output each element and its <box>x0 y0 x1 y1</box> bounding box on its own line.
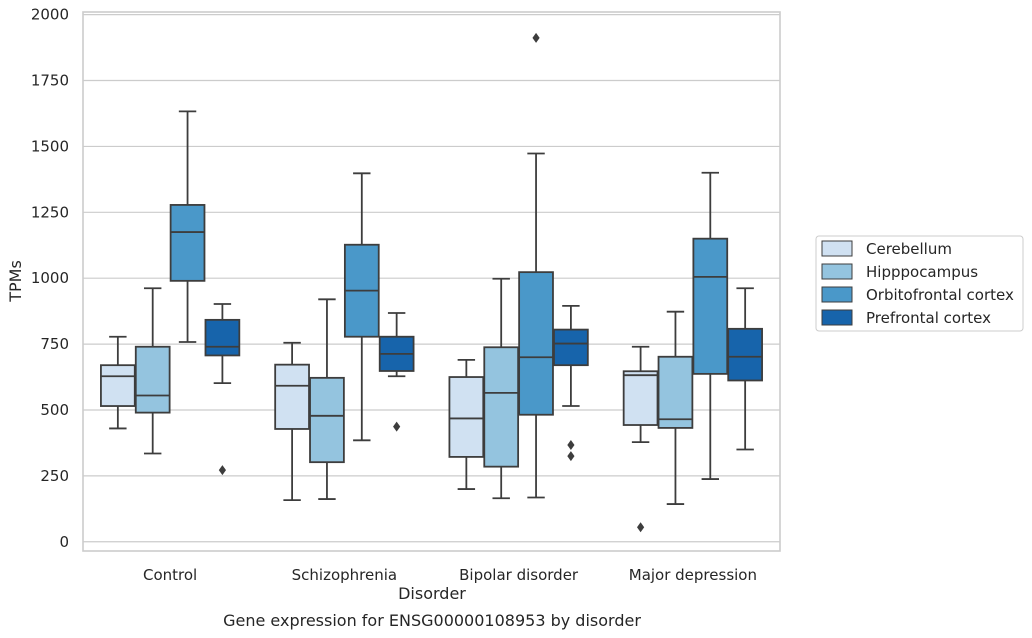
plot-frame <box>82 11 781 552</box>
legend-items: Cerebellum Hipppocampus Orbitofrontal cort… <box>821 240 1014 327</box>
x-tick-label-2: Bipolar disorder <box>459 566 579 584</box>
box-body <box>518 271 554 416</box>
box-body <box>692 237 729 375</box>
outlier-point-0 <box>393 421 401 432</box>
outlier-point-0 <box>637 522 645 533</box>
y-tick-label-1250: 1250 <box>31 203 69 221</box>
legend-label-0: Cerebellum <box>866 240 952 258</box>
legend-label-3: Prefrontal cortex <box>866 309 991 327</box>
box-orbitofrontal-cortex-3 <box>692 171 729 480</box>
box-prefrontal-cortex-2 <box>553 304 589 462</box>
legend-swatch-2 <box>821 286 853 303</box>
y-tick-label-750: 750 <box>40 335 69 353</box>
y-tick-label-1000: 1000 <box>31 269 69 287</box>
box-body <box>448 376 485 458</box>
box-body <box>204 318 241 357</box>
box-body <box>727 327 763 382</box>
box-hipppocampus-1 <box>309 298 345 500</box>
y-gridlines <box>83 14 780 543</box>
box-body <box>622 370 659 426</box>
x-tick-label-0: Control <box>143 566 197 584</box>
box-body <box>309 376 345 464</box>
box-cerebellum-3 <box>622 345 659 533</box>
outlier-point-0 <box>218 465 226 476</box>
box-body <box>134 345 171 414</box>
legend-frame <box>815 235 1024 332</box>
y-tick-label-2000: 2000 <box>31 6 69 24</box>
box-prefrontal-cortex-3 <box>727 287 763 451</box>
box-orbitofrontal-cortex-2 <box>518 32 554 499</box>
box-body <box>169 204 206 282</box>
outlier-point-0 <box>532 32 540 43</box>
box-prefrontal-cortex-0 <box>204 303 241 476</box>
box-body <box>657 355 694 429</box>
legend-label-2: Orbitofrontal cortex <box>866 286 1014 304</box>
box-hipppocampus-3 <box>657 310 694 505</box>
y-tick-label-250: 250 <box>40 467 69 485</box>
x-tick-label-1: Schizophrenia <box>292 566 397 584</box>
outlier-point-1 <box>567 451 575 462</box>
y-tick-labels: 0 250 500 750 1000 1250 1500 1750 2000 <box>31 6 69 551</box>
box-cerebellum-2 <box>448 359 485 490</box>
box-body <box>274 363 310 430</box>
outlier-point-0 <box>567 440 575 451</box>
box-body <box>483 346 520 468</box>
y-tick-label-0: 0 <box>59 533 69 551</box>
legend-swatch-0 <box>821 240 853 257</box>
y-tick-label-1750: 1750 <box>31 72 69 90</box>
legend-swatch-3 <box>821 309 853 326</box>
box-cerebellum-1 <box>274 341 310 502</box>
legend: Cerebellum Hipppocampus Orbitofrontal cort… <box>815 235 1024 332</box>
x-tick-labels: Control Schizophrenia Bipolar disorder Majo… <box>143 566 757 584</box>
y-tick-label-1500: 1500 <box>31 137 69 155</box>
chart-caption: Gene expression for ENSG00000108953 by d… <box>223 611 641 630</box>
box-body <box>100 364 136 407</box>
box-body <box>553 328 589 367</box>
legend-swatch-1 <box>821 263 853 280</box>
box-hipppocampus-0 <box>134 287 171 455</box>
y-axis-label: TPMs <box>6 260 25 303</box>
legend-label-1: Hipppocampus <box>866 263 978 281</box>
box-cerebellum-0 <box>100 335 136 430</box>
box-groups <box>100 32 763 533</box>
x-tick-label-3: Major depression <box>629 566 757 584</box>
box-orbitofrontal-cortex-1 <box>343 172 380 442</box>
y-tick-label-500: 500 <box>40 401 69 419</box>
box-orbitofrontal-cortex-0 <box>169 110 206 343</box>
box-hipppocampus-2 <box>483 277 520 500</box>
x-axis-label: Disorder <box>398 584 466 603</box>
box-prefrontal-cortex-1 <box>378 312 415 432</box>
